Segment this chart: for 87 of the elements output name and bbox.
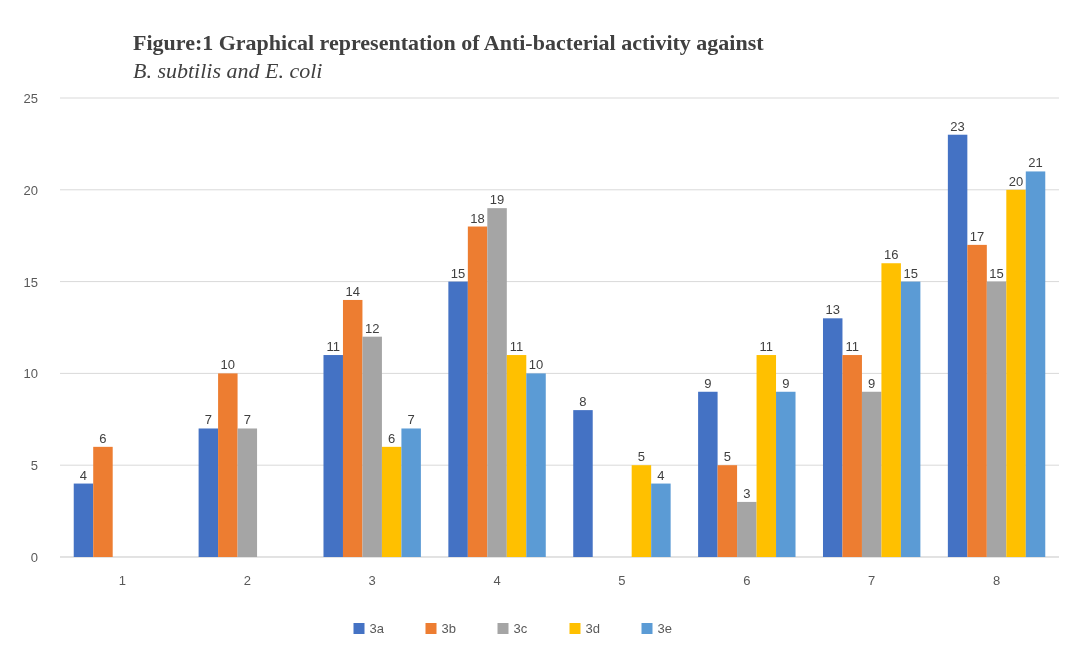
legend-label: 3b	[441, 621, 456, 636]
data-label: 19	[489, 192, 505, 208]
bar	[342, 299, 363, 557]
y-tick-label: 15	[23, 274, 38, 290]
data-label: 7	[407, 412, 415, 428]
bar	[900, 281, 921, 557]
data-label: 18	[470, 210, 485, 226]
data-label: 10	[528, 357, 544, 373]
bar	[651, 483, 671, 557]
data-label: 4	[79, 467, 88, 483]
bar	[487, 208, 507, 557]
data-label: 16	[883, 247, 899, 263]
bar	[448, 281, 468, 557]
legend-label: 3e	[657, 621, 672, 636]
bar	[881, 263, 901, 557]
bar	[401, 428, 421, 557]
data-label: 13	[825, 302, 840, 318]
bar	[737, 501, 757, 557]
x-tick-label: 7	[868, 573, 876, 588]
bar	[698, 391, 718, 557]
x-tick-label: 2	[243, 573, 251, 588]
bar	[467, 226, 488, 557]
legend-label: 3c	[513, 621, 528, 636]
y-tick-label: 5	[30, 458, 38, 474]
data-label: 14	[345, 283, 360, 299]
data-label: 11	[845, 339, 859, 355]
bar	[776, 391, 796, 557]
bar	[362, 336, 382, 557]
data-label: 11	[326, 339, 340, 355]
data-label: 10	[220, 357, 236, 373]
data-label: 21	[1028, 155, 1043, 171]
bar	[842, 355, 862, 557]
data-label: 5	[723, 449, 731, 465]
data-label: 23	[950, 118, 965, 134]
y-tick-label: 25	[23, 91, 38, 106]
data-label: 9	[704, 375, 712, 391]
data-label: 9	[868, 375, 876, 391]
data-label: 11	[759, 339, 774, 355]
bar	[506, 355, 527, 557]
bar	[717, 465, 738, 557]
x-tick-label: 4	[493, 573, 501, 588]
bar	[323, 355, 343, 557]
data-label: 15	[450, 265, 466, 281]
data-label: 8	[579, 394, 587, 410]
bar	[631, 465, 652, 557]
data-label: 17	[969, 228, 985, 244]
data-label: 7	[243, 412, 251, 428]
bar	[861, 391, 882, 557]
data-label: 5	[637, 449, 646, 465]
bar	[967, 244, 987, 557]
x-tick-label: 6	[743, 573, 751, 588]
data-label: 15	[903, 265, 918, 281]
data-label: 3	[743, 485, 751, 501]
bar	[73, 483, 94, 557]
chart-subtitle: B. subtilis and E. coli	[133, 58, 323, 83]
bar	[381, 446, 402, 557]
bar	[947, 134, 968, 557]
y-tick-label: 10	[23, 366, 38, 382]
x-tick-label: 3	[368, 573, 376, 588]
data-label: 6	[99, 430, 107, 446]
data-label: 20	[1008, 173, 1024, 189]
legend-label: 3a	[369, 621, 385, 636]
bar	[822, 318, 843, 557]
bar	[986, 281, 1007, 557]
bar	[198, 428, 219, 557]
legend-label: 3d	[585, 621, 600, 636]
x-tick-label: 8	[992, 573, 1001, 588]
bar	[1006, 189, 1026, 557]
data-label: 11	[509, 339, 524, 355]
data-label: 12	[364, 320, 380, 336]
bar	[237, 428, 258, 557]
y-tick-label: 0	[30, 550, 38, 565]
bar	[756, 355, 777, 557]
bar	[1025, 171, 1046, 557]
x-tick-label: 5	[618, 573, 626, 588]
data-label: 4	[657, 467, 665, 483]
x-tick-label: 1	[118, 573, 127, 588]
data-label: 7	[204, 412, 212, 428]
bar	[218, 373, 238, 557]
data-label: 6	[388, 430, 396, 446]
bar	[93, 446, 113, 557]
data-label: 15	[989, 265, 1004, 281]
data-label: 9	[782, 375, 790, 391]
bar	[526, 373, 546, 557]
y-tick-label: 20	[23, 182, 38, 198]
bar	[573, 410, 593, 557]
chart-title: Figure:1 Graphical representation of Anti-bacterial activity against	[133, 30, 765, 55]
